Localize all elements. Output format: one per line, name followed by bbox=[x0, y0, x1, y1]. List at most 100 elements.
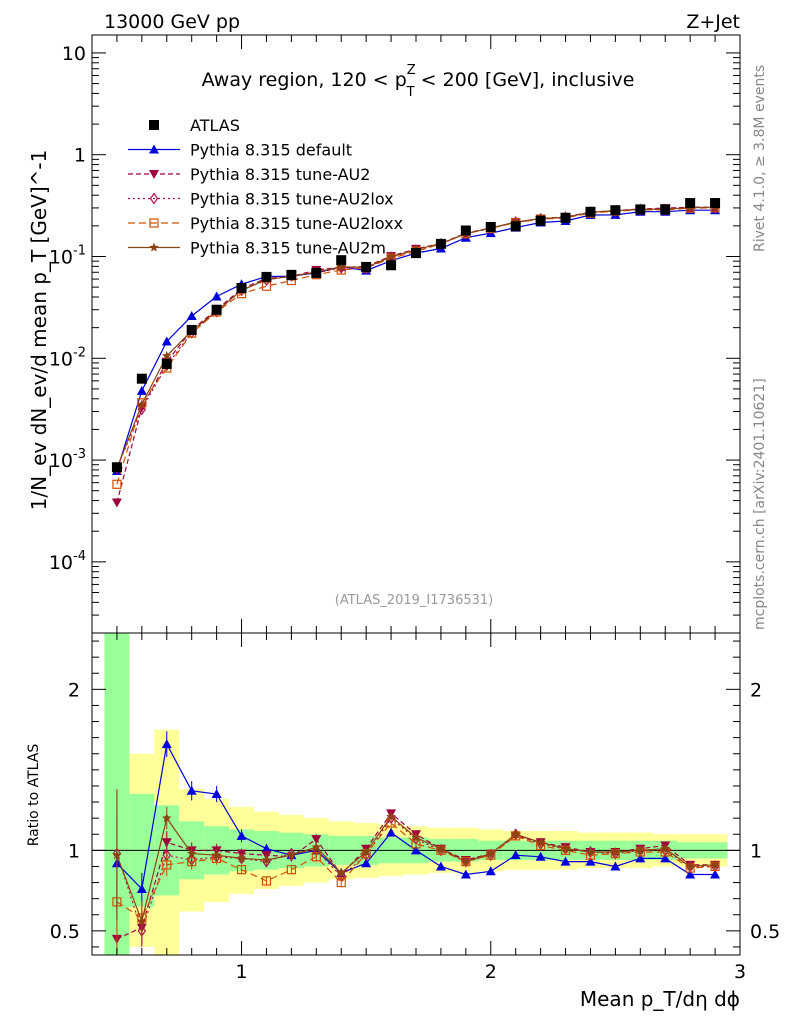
data-point bbox=[311, 267, 322, 278]
ratio-series-point bbox=[336, 877, 346, 888]
ratio-series-point bbox=[361, 847, 371, 856]
data-point bbox=[660, 204, 671, 215]
data-point bbox=[435, 238, 446, 249]
main-series-point bbox=[112, 479, 122, 489]
ratio-series-point bbox=[585, 856, 596, 866]
header-right-label: Z+Jet bbox=[686, 11, 740, 33]
ratio-series-point bbox=[710, 859, 720, 869]
ratio-series-point bbox=[161, 838, 172, 848]
legend-marker bbox=[149, 218, 159, 228]
ratio-series-point bbox=[535, 837, 546, 847]
legend-label: ATLAS bbox=[190, 116, 240, 135]
ratio-series-point bbox=[286, 865, 296, 875]
data-point bbox=[386, 260, 397, 271]
plot-title-post: < 200 [GeV], inclusive bbox=[415, 69, 635, 91]
data-point bbox=[136, 373, 147, 384]
data-point bbox=[411, 248, 421, 259]
ratio-series-point bbox=[610, 847, 621, 856]
main-series-point bbox=[111, 498, 122, 508]
data-point bbox=[510, 221, 521, 232]
data-point bbox=[685, 198, 696, 209]
legend-label: Pythia 8.315 tune-AU2 bbox=[190, 165, 370, 184]
data-point bbox=[610, 205, 621, 216]
ratio-y-tick-label-right: 0.5 bbox=[750, 921, 780, 943]
data-point bbox=[111, 462, 122, 473]
ratio-series-point bbox=[136, 883, 147, 893]
plot-title: Away region, 120 < pZ T < 200 [GeV], incl… bbox=[202, 63, 635, 100]
ratio-series-point bbox=[236, 865, 247, 875]
main-y-axis-title-text: 1/N_ev dN_ev/d mean p_T [GeV]^-1 bbox=[27, 150, 51, 511]
data-point bbox=[710, 198, 721, 209]
ratio-series-point bbox=[510, 850, 521, 860]
ratio-y-axis: 0.5 0.5 1 1 2 2 bbox=[50, 640, 780, 948]
ratio-y-tick-label: 0.5 bbox=[50, 921, 80, 943]
ratio-series-point bbox=[286, 850, 297, 860]
ratio-series-point bbox=[460, 869, 471, 879]
ratio-series-point bbox=[211, 789, 222, 798]
data-point bbox=[635, 204, 646, 215]
legend-marker bbox=[149, 120, 159, 130]
legend-marker bbox=[149, 144, 159, 154]
main-y-axis-title: 1/N_ev dN_ev/d mean p_T [GeV]^-1 bbox=[27, 150, 51, 511]
ratio-series-point bbox=[461, 856, 471, 866]
main-y-tick-label: 10-1 bbox=[49, 243, 86, 268]
main-x-ticks bbox=[116, 35, 716, 633]
ratio-series-point bbox=[660, 853, 671, 863]
main-panel: (ATLAS_2019_I1736531) Away region, 120 <… bbox=[49, 34, 741, 634]
main-y-tick-label: 1 bbox=[74, 145, 86, 167]
legend-label: Pythia 8.315 tune-AU2loxx bbox=[190, 214, 403, 233]
ratio-series-point bbox=[411, 845, 421, 855]
main-series bbox=[111, 198, 721, 508]
main-y-tick-label: 10-2 bbox=[49, 345, 86, 370]
watermark: (ATLAS_2019_I1736531) bbox=[335, 593, 493, 608]
ratio-y-tick-label-right: 1 bbox=[750, 840, 762, 862]
main-y-axis: 10-4 10-3 10-2 10-1 1 10 bbox=[49, 43, 740, 634]
main-series-point bbox=[336, 261, 346, 271]
ratio-series-point bbox=[361, 858, 372, 868]
legend-label: Pythia 8.315 tune-AU2m bbox=[190, 239, 386, 258]
main-series-point bbox=[261, 281, 272, 291]
side-label-top: Rivet 4.1.0, ≥ 3.8M events bbox=[752, 65, 768, 252]
data-point bbox=[535, 215, 546, 226]
ratio-series-point bbox=[261, 876, 272, 886]
main-series-point bbox=[137, 399, 147, 409]
ratio-series-point bbox=[162, 860, 172, 870]
data-point bbox=[560, 212, 571, 223]
ratio-series-point bbox=[685, 861, 695, 871]
ratio-series-point bbox=[162, 813, 172, 823]
ratio-series-point bbox=[186, 785, 197, 795]
ratio-y-tick-label-right: 2 bbox=[750, 679, 762, 701]
legend-marker bbox=[149, 170, 159, 179]
ratio-series-point bbox=[635, 853, 646, 863]
ratio-series-point bbox=[585, 847, 596, 856]
ratio-series-point bbox=[685, 869, 696, 879]
ratio-series-point bbox=[710, 869, 721, 879]
x-tick-label: 2 bbox=[485, 961, 497, 983]
legend-marker bbox=[149, 242, 159, 252]
plot-title-sub: T bbox=[406, 85, 415, 100]
plot-title-sup: Z bbox=[407, 63, 416, 78]
legend-marker bbox=[149, 192, 159, 205]
x-axis-title: Mean p_T/dη dϕ bbox=[580, 987, 740, 1011]
ratio-series-point bbox=[112, 850, 122, 860]
header-left-label: 13000 GeV pp bbox=[104, 11, 240, 33]
ratio-series-point bbox=[510, 829, 521, 839]
ratio-series-point bbox=[261, 855, 272, 865]
ratio-series-point bbox=[386, 811, 396, 821]
ratio-series-point bbox=[336, 867, 346, 877]
main-y-tick-label: 10-4 bbox=[49, 549, 86, 574]
side-label-bottom: mcplots.cern.ch [arXiv:2401.10621] bbox=[752, 378, 768, 630]
ratio-series-point bbox=[261, 843, 272, 853]
ratio-y-tick-label: 1 bbox=[68, 840, 80, 862]
ratio-series-point bbox=[137, 916, 147, 926]
x-tick-label: 3 bbox=[734, 961, 746, 983]
ratio-series-point bbox=[236, 853, 247, 863]
ratio-series-point bbox=[436, 843, 446, 853]
main-series-point bbox=[386, 251, 396, 261]
legend-label: Pythia 8.315 tune-AU2lox bbox=[190, 190, 394, 209]
data-point bbox=[485, 221, 496, 232]
ratio-panel: 0.5 0.5 1 1 2 2 1 2 3 bbox=[50, 632, 780, 983]
data-point bbox=[236, 283, 247, 294]
main-series-point bbox=[211, 291, 222, 301]
